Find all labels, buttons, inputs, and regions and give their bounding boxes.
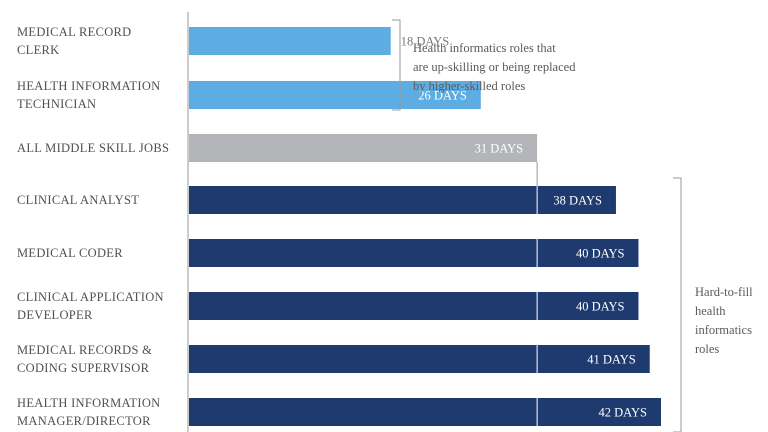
bar-1 xyxy=(189,81,481,109)
category-label-line: MEDICAL CODER xyxy=(17,246,123,260)
category-label-4: MEDICAL CODER xyxy=(17,244,182,262)
category-label-line: MEDICAL RECORDS & xyxy=(17,343,153,357)
category-label-7: HEALTH INFORMATION MANAGER/DIRECTOR xyxy=(17,394,182,430)
bracket-hard-to-fill xyxy=(673,177,682,432)
annotation-group-hard-to-fill: Hard-to-fill health informatics roles xyxy=(695,283,753,359)
annotation-line: roles xyxy=(695,342,720,356)
bar-7 xyxy=(189,398,661,426)
category-label-line: CLINICAL APPLICATION xyxy=(17,290,164,304)
data-label-1: 26 DAYS xyxy=(418,89,467,103)
category-label-2: ALL MIDDLE SKILL JOBS xyxy=(17,139,182,157)
annotation-line: informatics xyxy=(695,323,752,337)
annotation-line: are up-skilling or being replaced xyxy=(413,60,576,74)
bar-6 xyxy=(189,345,650,373)
data-label-5: 40 DAYS xyxy=(576,300,625,314)
data-label-3: 38 DAYS xyxy=(553,194,602,208)
category-label-0: MEDICAL RECORD CLERK xyxy=(17,23,182,59)
category-label-3: CLINICAL ANALYST xyxy=(17,191,182,209)
bar-4 xyxy=(189,239,639,267)
category-label-6: MEDICAL RECORDS & CODING SUPERVISOR xyxy=(17,341,182,377)
annotation-group-upskilling: Health informatics roles that are up-skil… xyxy=(413,39,575,96)
data-label-4: 40 DAYS xyxy=(576,247,625,261)
bar-2 xyxy=(189,134,538,162)
bar-0 xyxy=(189,27,391,55)
category-label-line: HEALTH INFORMATION xyxy=(17,79,161,93)
bracket-upskilling xyxy=(392,19,401,111)
data-label-0: 18 DAYS xyxy=(401,35,450,49)
bar-3 xyxy=(189,186,616,214)
category-label-line: MANAGER/DIRECTOR xyxy=(17,414,151,428)
data-label-2: 31 DAYS xyxy=(475,142,524,156)
annotation-line: Hard-to-fill xyxy=(695,285,753,299)
category-label-line: CODING SUPERVISOR xyxy=(17,361,150,375)
category-label-line: CLINICAL ANALYST xyxy=(17,193,140,207)
category-label-line: HEALTH INFORMATION xyxy=(17,396,161,410)
category-label-1: HEALTH INFORMATION TECHNICIAN xyxy=(17,77,182,113)
category-label-line: CLERK xyxy=(17,43,60,57)
category-label-line: MEDICAL RECORD xyxy=(17,25,132,39)
annotation-line: health xyxy=(695,304,726,318)
bar-5 xyxy=(189,292,639,320)
data-label-7: 42 DAYS xyxy=(598,406,647,420)
category-label-line: DEVELOPER xyxy=(17,308,93,322)
annotation-line: Health informatics roles that xyxy=(413,41,556,55)
category-label-line: ALL MIDDLE SKILL JOBS xyxy=(17,141,170,155)
category-label-5: CLINICAL APPLICATION DEVELOPER xyxy=(17,288,182,324)
category-label-line: TECHNICIAN xyxy=(17,97,97,111)
data-label-6: 41 DAYS xyxy=(587,353,636,367)
annotation-line: by higher-skilled roles xyxy=(413,79,526,93)
